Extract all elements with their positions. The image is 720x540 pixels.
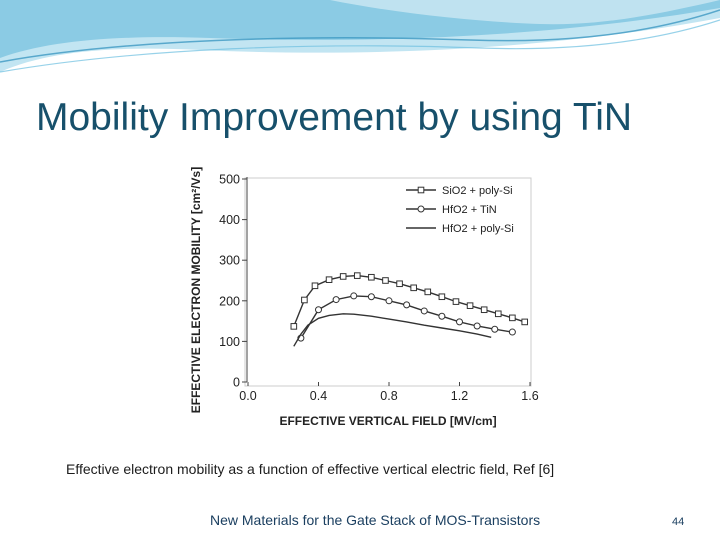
legend-marker-circle: [417, 205, 425, 213]
data-point-circle: [332, 296, 340, 304]
series-group: [290, 272, 529, 347]
x-tick-label: 0.8: [380, 389, 397, 403]
data-point-square: [301, 296, 308, 304]
data-point-square: [424, 288, 432, 296]
legend-label-0: SiO2 + poly-Si: [442, 185, 513, 197]
data-point-circle: [403, 301, 411, 309]
data-point-circle: [438, 312, 446, 320]
data-point-square: [353, 272, 361, 279]
data-point-square: [339, 273, 347, 280]
data-point-square: [509, 314, 516, 322]
data-point-square: [382, 277, 389, 284]
header-swoosh-decoration: [0, 0, 720, 73]
legend-marker-square: [417, 186, 425, 194]
legend-label-2: HfO2 + poly-Si: [442, 223, 514, 235]
y-tick-label: 400: [219, 213, 240, 227]
series-line-0: [293, 274, 525, 327]
y-axis-title: EFFECTIVE ELECTRON MOBILITY [cm²/Vs]: [189, 167, 203, 413]
data-point-square: [311, 282, 319, 290]
y-tick-label: 100: [219, 335, 240, 349]
data-point-circle: [350, 292, 358, 300]
y-tick-label: 500: [219, 173, 240, 187]
data-point-square: [452, 298, 460, 305]
data-point-circle: [456, 318, 463, 326]
data-point-square: [290, 323, 298, 330]
data-point-square: [494, 310, 502, 318]
x-tick-label: 1.6: [521, 389, 538, 403]
x-axis-title: EFFECTIVE VERTICAL FIELD [MV/cm]: [279, 414, 496, 428]
plot-frame: [244, 177, 532, 387]
data-point-square: [410, 284, 417, 292]
x-tick-label: 1.2: [451, 389, 468, 403]
axes: 0 100 200 300 400 500 0.0 0.4 0.8 1.2 1.6 EFFECTIVE…: [189, 167, 539, 428]
legend-label-1: HfO2 + TiN: [442, 204, 497, 216]
series-line-2: [293, 313, 492, 347]
legend: SiO2 + poly-Si HfO2 + TiN HfO2 + poly-Si: [406, 185, 514, 235]
data-point-square: [325, 276, 333, 283]
y-tick-label: 200: [219, 294, 240, 308]
data-point-circle: [315, 306, 322, 314]
figure-caption: Effective electron mobility as a functio…: [66, 461, 555, 477]
data-point-circle: [491, 325, 499, 333]
x-tick-label: 0.0: [239, 389, 256, 403]
data-point-circle: [385, 297, 393, 305]
y-tick-label: 300: [219, 254, 240, 268]
data-point-circle: [420, 307, 428, 315]
data-point-square: [480, 306, 488, 314]
page-number: 44: [672, 516, 685, 528]
data-point-square: [396, 280, 403, 288]
data-point-square: [368, 273, 375, 281]
data-point-circle: [473, 322, 481, 330]
y-tick-label: 0: [233, 376, 240, 390]
data-point-square: [521, 318, 529, 326]
x-tick-label: 0.4: [310, 389, 327, 403]
mobility-chart: 0 100 200 300 400 500 0.0 0.4 0.8 1.2 1.6 EFFECTIVE…: [189, 167, 539, 428]
footer-text: New Materials for the Gate Stack of MOS-…: [210, 512, 541, 528]
data-point-circle: [367, 293, 375, 301]
data-point-square: [466, 302, 474, 309]
data-point-circle: [508, 328, 516, 336]
slide-title: Mobility Improvement by using TiN: [36, 96, 633, 139]
data-point-square: [438, 293, 446, 301]
